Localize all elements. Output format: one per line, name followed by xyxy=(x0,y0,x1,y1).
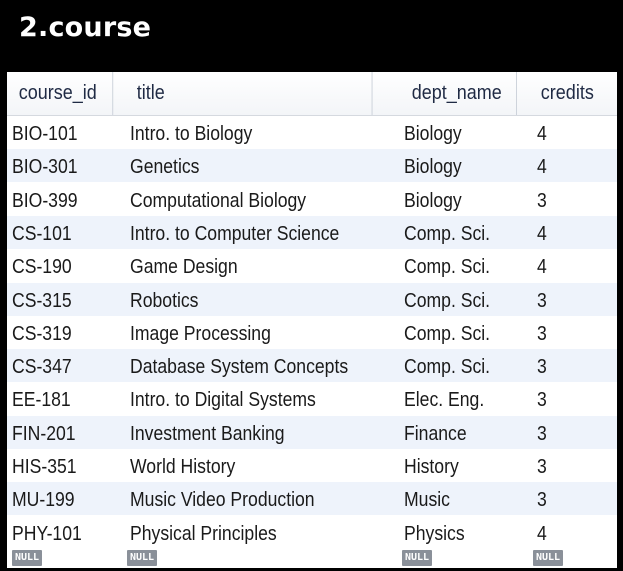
cell-title[interactable]: Intro. to Computer Science xyxy=(130,222,340,245)
cell-dept-name[interactable]: Biology xyxy=(404,156,462,179)
cell-course-id[interactable]: PHY-101 xyxy=(12,522,82,545)
cell-title[interactable]: Database System Concepts xyxy=(130,356,349,379)
null-badge: NULL xyxy=(127,550,158,566)
cell-dept-name[interactable]: Finance xyxy=(404,422,467,445)
cell-dept-name[interactable]: Comp. Sci. xyxy=(404,322,491,345)
grid-header: course_id title dept_name credits xyxy=(7,72,617,116)
table-row[interactable]: CS-319 Image Processing Comp. Sci. 3 xyxy=(7,316,617,349)
window-edge xyxy=(617,72,623,571)
column-header-course-id[interactable]: course_id xyxy=(7,72,114,115)
cell-dept-name[interactable]: Biology xyxy=(404,123,462,145)
cell-course-id[interactable]: CS-315 xyxy=(12,289,72,312)
cell-course-id[interactable]: MU-199 xyxy=(12,489,75,512)
column-header-title[interactable]: title xyxy=(125,72,373,115)
cell-title[interactable]: Robotics xyxy=(130,289,199,312)
cell-credits[interactable]: 4 xyxy=(537,156,547,179)
table-row[interactable]: CS-190 Game Design Comp. Sci. 4 xyxy=(7,249,617,282)
table-row[interactable]: HIS-351 World History History 3 xyxy=(7,449,617,482)
cell-course-id[interactable]: EE-181 xyxy=(12,389,71,412)
cell-dept-name[interactable]: Comp. Sci. xyxy=(404,256,491,279)
cell-title[interactable]: Genetics xyxy=(130,156,200,179)
table-row[interactable]: EE-181 Intro. to Digital Systems Elec. Eng… xyxy=(7,382,617,415)
new-row-placeholder[interactable]: NULL NULL NULL NULL xyxy=(7,548,617,568)
null-badge: NULL xyxy=(402,550,433,566)
null-badge: NULL xyxy=(533,550,564,566)
cell-dept-name[interactable]: Comp. Sci. xyxy=(404,222,491,245)
cell-credits[interactable]: 3 xyxy=(537,456,547,478)
title-bar: 2.course xyxy=(0,0,623,72)
cell-credits[interactable]: 3 xyxy=(537,422,547,445)
cell-credits[interactable]: 3 xyxy=(537,189,547,212)
cell-credits[interactable]: 4 xyxy=(537,256,547,279)
column-header-credits[interactable]: credits xyxy=(540,82,594,104)
table-row[interactable]: BIO-101 Intro. to Biology Biology 4 xyxy=(7,116,617,149)
table-row[interactable]: CS-101 Intro. to Computer Science Comp. Sc… xyxy=(7,215,617,249)
cell-credits[interactable]: 4 xyxy=(537,123,547,145)
cell-title[interactable]: Intro. to Biology xyxy=(130,123,253,145)
cell-title[interactable]: Investment Banking xyxy=(130,422,285,445)
cell-credits[interactable]: 3 xyxy=(537,289,547,312)
cell-credits[interactable]: 3 xyxy=(537,322,547,345)
cell-title[interactable]: World History xyxy=(130,456,236,478)
cell-title[interactable]: Music Video Production xyxy=(130,489,315,512)
cell-course-id[interactable]: HIS-351 xyxy=(12,456,77,478)
cell-title[interactable]: Game Design xyxy=(130,256,238,279)
cell-dept-name[interactable]: Physics xyxy=(404,522,465,545)
cell-credits[interactable]: 3 xyxy=(537,389,547,412)
table-row[interactable]: MU-199 Music Video Production Music 3 xyxy=(7,482,617,516)
cell-course-id[interactable]: BIO-399 xyxy=(12,189,78,212)
column-header-dept-name[interactable]: dept_name xyxy=(400,72,517,115)
table-row[interactable]: BIO-399 Computational Biology Biology 3 xyxy=(7,183,617,216)
cell-dept-name[interactable]: Comp. Sci. xyxy=(404,289,491,312)
cell-credits[interactable]: 4 xyxy=(537,222,547,245)
cell-dept-name[interactable]: Comp. Sci. xyxy=(404,356,491,379)
cell-title[interactable]: Intro. to Digital Systems xyxy=(130,389,316,412)
result-grid[interactable]: course_id title dept_name credits BIO-10… xyxy=(7,72,617,568)
cell-dept-name[interactable]: History xyxy=(404,456,459,478)
cell-dept-name[interactable]: Music xyxy=(404,489,450,512)
cell-title[interactable]: Computational Biology xyxy=(130,189,307,212)
cell-course-id[interactable]: FIN-201 xyxy=(12,422,76,445)
cell-credits[interactable]: 4 xyxy=(537,522,547,545)
cell-course-id[interactable]: BIO-101 xyxy=(12,123,78,145)
table-row[interactable]: PHY-101 Physical Principles Physics 4 xyxy=(7,516,617,549)
cell-dept-name[interactable]: Elec. Eng. xyxy=(404,389,485,412)
cell-course-id[interactable]: CS-101 xyxy=(12,222,72,245)
cell-course-id[interactable]: CS-190 xyxy=(12,256,72,279)
cell-dept-name[interactable]: Biology xyxy=(404,189,462,212)
cell-title[interactable]: Physical Principles xyxy=(130,522,277,545)
null-badge: NULL xyxy=(12,550,43,566)
table-row[interactable]: FIN-201 Investment Banking Finance 3 xyxy=(7,415,617,449)
cell-course-id[interactable]: CS-319 xyxy=(12,322,72,345)
table-row[interactable]: CS-315 Robotics Comp. Sci. 3 xyxy=(7,282,617,316)
table-row[interactable]: CS-347 Database System Concepts Comp. Sci.… xyxy=(7,349,617,383)
cell-course-id[interactable]: BIO-301 xyxy=(12,156,78,179)
page-title: 2.course xyxy=(19,12,152,43)
cell-title[interactable]: Image Processing xyxy=(130,322,271,345)
cell-course-id[interactable]: CS-347 xyxy=(12,356,72,379)
table-row[interactable]: BIO-301 Genetics Biology 4 xyxy=(7,149,617,183)
cell-credits[interactable]: 3 xyxy=(537,356,547,379)
cell-credits[interactable]: 3 xyxy=(537,489,547,512)
